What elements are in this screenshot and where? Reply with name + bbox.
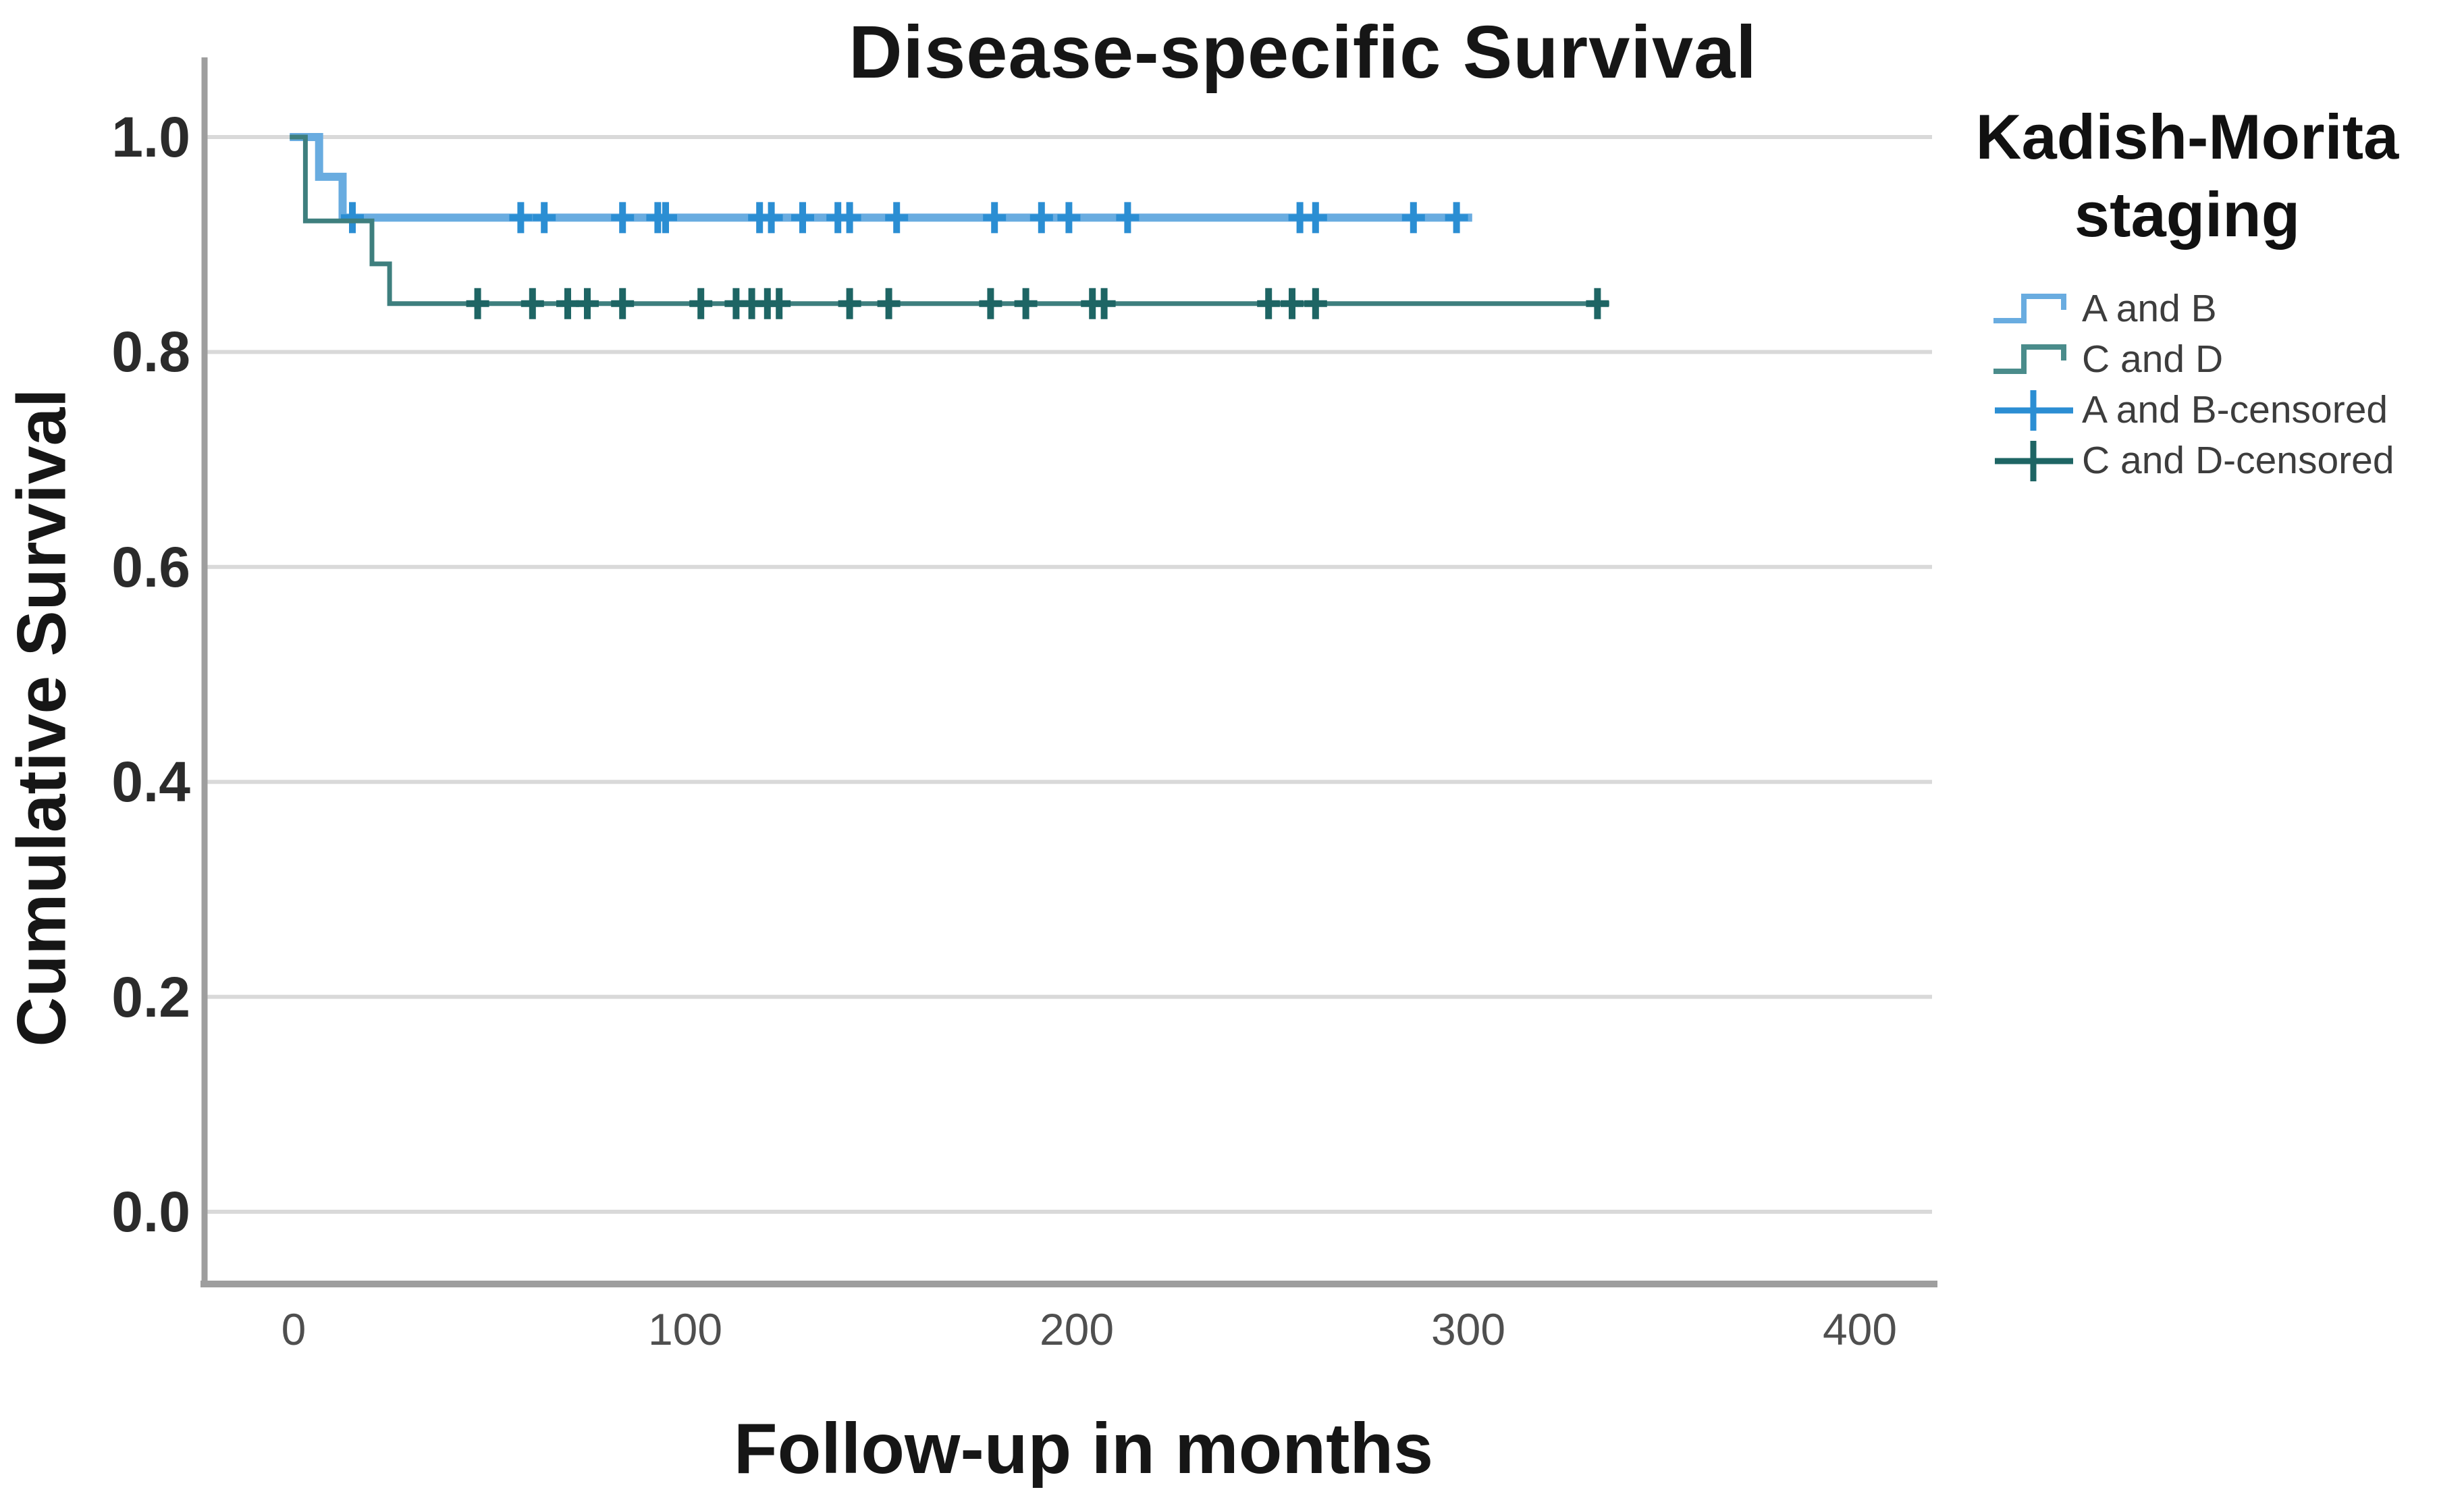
legend-item-a-and-b-censored: A and B-censored bbox=[1991, 385, 2394, 435]
chart-title: Disease-specific Survival bbox=[849, 11, 1757, 94]
x-axis-title: Follow-up in months bbox=[733, 1409, 1434, 1489]
legend-title: Kadish-Morita staging bbox=[1975, 101, 2399, 250]
censor-marks-a-and-b bbox=[341, 202, 1468, 234]
legend-step-line-icon bbox=[1993, 293, 2066, 323]
legend-step-line-icon bbox=[1993, 344, 2066, 374]
x-tick-label: 100 bbox=[647, 1304, 723, 1354]
y-tick-label: 0.8 bbox=[111, 320, 190, 384]
legend-censored-plus-icon bbox=[1995, 390, 2073, 431]
y-tick-label: 0.6 bbox=[111, 535, 190, 599]
legend-item-c-and-d: C and D bbox=[1991, 334, 2394, 385]
legend: A and B C and D A and B-censored C and D-ce… bbox=[1991, 284, 2394, 486]
legend-item-c-and-d-censored: C and D-censored bbox=[1991, 435, 2394, 486]
legend-item-label: A and B-censored bbox=[2082, 388, 2388, 431]
y-axis-title: Cumulative Survival bbox=[3, 388, 80, 1047]
y-tick-label: 0.0 bbox=[111, 1180, 190, 1243]
x-tick-label: 300 bbox=[1430, 1304, 1506, 1354]
legend-item-label: A and B bbox=[2082, 287, 2217, 330]
legend-item-label: C and D-censored bbox=[2082, 439, 2394, 482]
x-tick-label: 200 bbox=[1039, 1304, 1115, 1354]
survival-curve-a-and-b bbox=[290, 133, 1472, 222]
y-tick-label: 1.0 bbox=[111, 105, 190, 169]
x-tick-label: 0 bbox=[281, 1304, 306, 1354]
legend-item-a-and-b: A and B bbox=[1991, 284, 2394, 334]
survival-curve-c-and-d bbox=[290, 134, 1609, 306]
legend-censored-plus-icon bbox=[1995, 440, 2073, 481]
x-tick-label: 400 bbox=[1822, 1304, 1898, 1354]
censor-marks-c-and-d bbox=[466, 288, 1609, 319]
y-tick-label: 0.2 bbox=[111, 965, 190, 1029]
y-tick-label: 0.4 bbox=[111, 750, 190, 814]
legend-item-label: C and D bbox=[2082, 338, 2224, 381]
